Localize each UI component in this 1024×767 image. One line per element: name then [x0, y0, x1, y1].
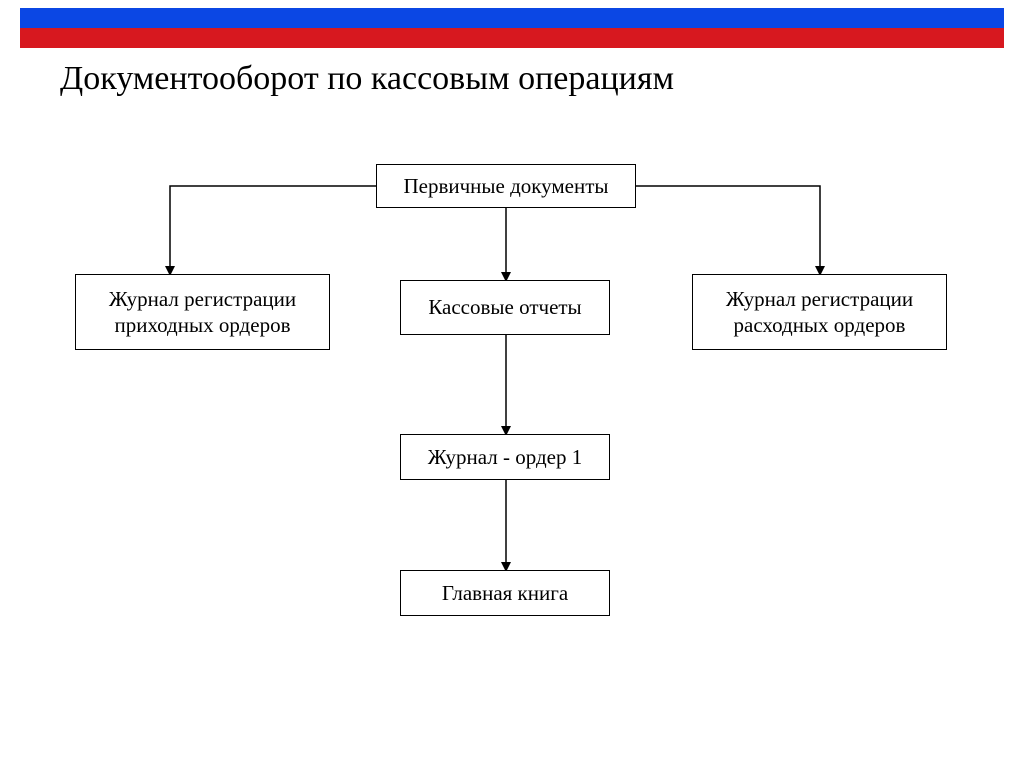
flowchart-edges	[0, 0, 1024, 767]
flowchart-node-label: Журнал - ордер 1	[428, 444, 583, 470]
flowchart-node-primary: Первичные документы	[376, 164, 636, 208]
flowchart-node-label: Журнал регистрациирасходных ордеров	[726, 286, 913, 339]
flowchart-node-reg_out: Журнал регистрациирасходных ордеров	[692, 274, 947, 350]
flowchart-node-label: Кассовые отчеты	[428, 294, 581, 320]
flowchart-node-journal1: Журнал - ордер 1	[400, 434, 610, 480]
flowchart-node-ledger: Главная книга	[400, 570, 610, 616]
flowchart-node-label: Первичные документы	[403, 173, 608, 199]
flowchart-node-label: Главная книга	[442, 580, 568, 606]
flowchart-container: Первичные документы Журнал регистрациипри…	[0, 0, 1024, 767]
flowchart-node-label: Журнал регистрацииприходных ордеров	[109, 286, 296, 339]
flowchart-node-cash_rep: Кассовые отчеты	[400, 280, 610, 335]
flowchart-node-reg_in: Журнал регистрацииприходных ордеров	[75, 274, 330, 350]
